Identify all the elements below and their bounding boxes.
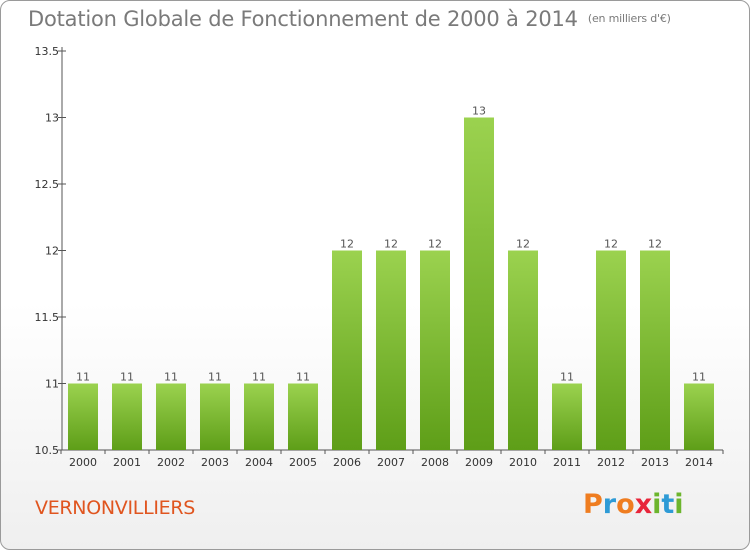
bar [464, 117, 494, 450]
x-tick-label: 2004 [245, 456, 273, 469]
logo-letter: x [634, 489, 653, 520]
x-tick-label: 2011 [553, 456, 581, 469]
x-tick-label: 2000 [69, 456, 97, 469]
bar-value-label: 11 [692, 371, 706, 384]
chart-title: Dotation Globale de Fonctionnement de 20… [28, 7, 671, 31]
y-tick-label: 10.5 [35, 444, 60, 457]
logo-letter: r [602, 489, 617, 520]
bar [200, 383, 230, 450]
bar [288, 383, 318, 450]
bar-value-label: 11 [76, 371, 90, 384]
y-tick-label: 12 [45, 245, 59, 258]
chart-title-text: Dotation Globale de Fonctionnement de 20… [28, 7, 578, 31]
y-tick-label: 11 [45, 378, 59, 391]
bar [684, 383, 714, 450]
bar [68, 383, 98, 450]
bar [596, 250, 626, 450]
bar [244, 383, 274, 450]
bar [420, 250, 450, 450]
bar-value-label: 12 [384, 238, 398, 251]
bar-value-label: 11 [208, 371, 222, 384]
x-tick-label: 2002 [157, 456, 185, 469]
bar-value-label: 11 [120, 371, 134, 384]
x-tick-label: 2012 [597, 456, 625, 469]
bar-value-label: 12 [428, 238, 442, 251]
bar [508, 250, 538, 450]
bar [332, 250, 362, 450]
x-tick-label: 2005 [289, 456, 317, 469]
bar [552, 383, 582, 450]
bars [68, 117, 714, 450]
logo-letter: i [674, 489, 684, 520]
x-tick-label: 2006 [333, 456, 361, 469]
chart-unit: (en milliers d'€) [587, 12, 671, 25]
y-tick-label: 13 [45, 112, 59, 125]
bar-value-label: 12 [648, 238, 662, 251]
x-tick-label: 2003 [201, 456, 229, 469]
bar-value-label: 11 [164, 371, 178, 384]
bar-value-label: 11 [252, 371, 266, 384]
logo-letter: P [583, 489, 603, 520]
bar [112, 383, 142, 450]
x-tick-label: 2001 [113, 456, 141, 469]
bar [156, 383, 186, 450]
bar [640, 250, 670, 450]
place-name: VERNONVILLIERS [35, 497, 196, 519]
x-tick-label: 2014 [685, 456, 713, 469]
bar-value-label: 12 [516, 238, 530, 251]
x-tick-label: 2007 [377, 456, 405, 469]
bar-value-label: 12 [340, 238, 354, 251]
bar-value-label: 11 [560, 371, 574, 384]
bar-value-label: 12 [604, 238, 618, 251]
y-tick-label: 12.5 [35, 178, 60, 191]
y-tick-label: 13.5 [35, 45, 60, 58]
x-tick-label: 2010 [509, 456, 537, 469]
bar-value-label: 11 [296, 371, 310, 384]
bar [376, 250, 406, 450]
x-tick-label: 2013 [641, 456, 669, 469]
bar-value-label: 13 [472, 105, 486, 118]
logo-letter: i [652, 489, 662, 520]
logo-letter: t [661, 489, 675, 520]
labels: 11 2000 11 2001 11 2002 11 2003 11 2004 11 2005 12 20… [69, 105, 713, 470]
y-tick-label: 11.5 [35, 311, 60, 324]
x-tick-label: 2008 [421, 456, 449, 469]
x-tick-label: 2009 [465, 456, 493, 469]
logo-letter: o [616, 489, 635, 520]
proxiti-logo[interactable]: Proxiti [583, 489, 684, 520]
